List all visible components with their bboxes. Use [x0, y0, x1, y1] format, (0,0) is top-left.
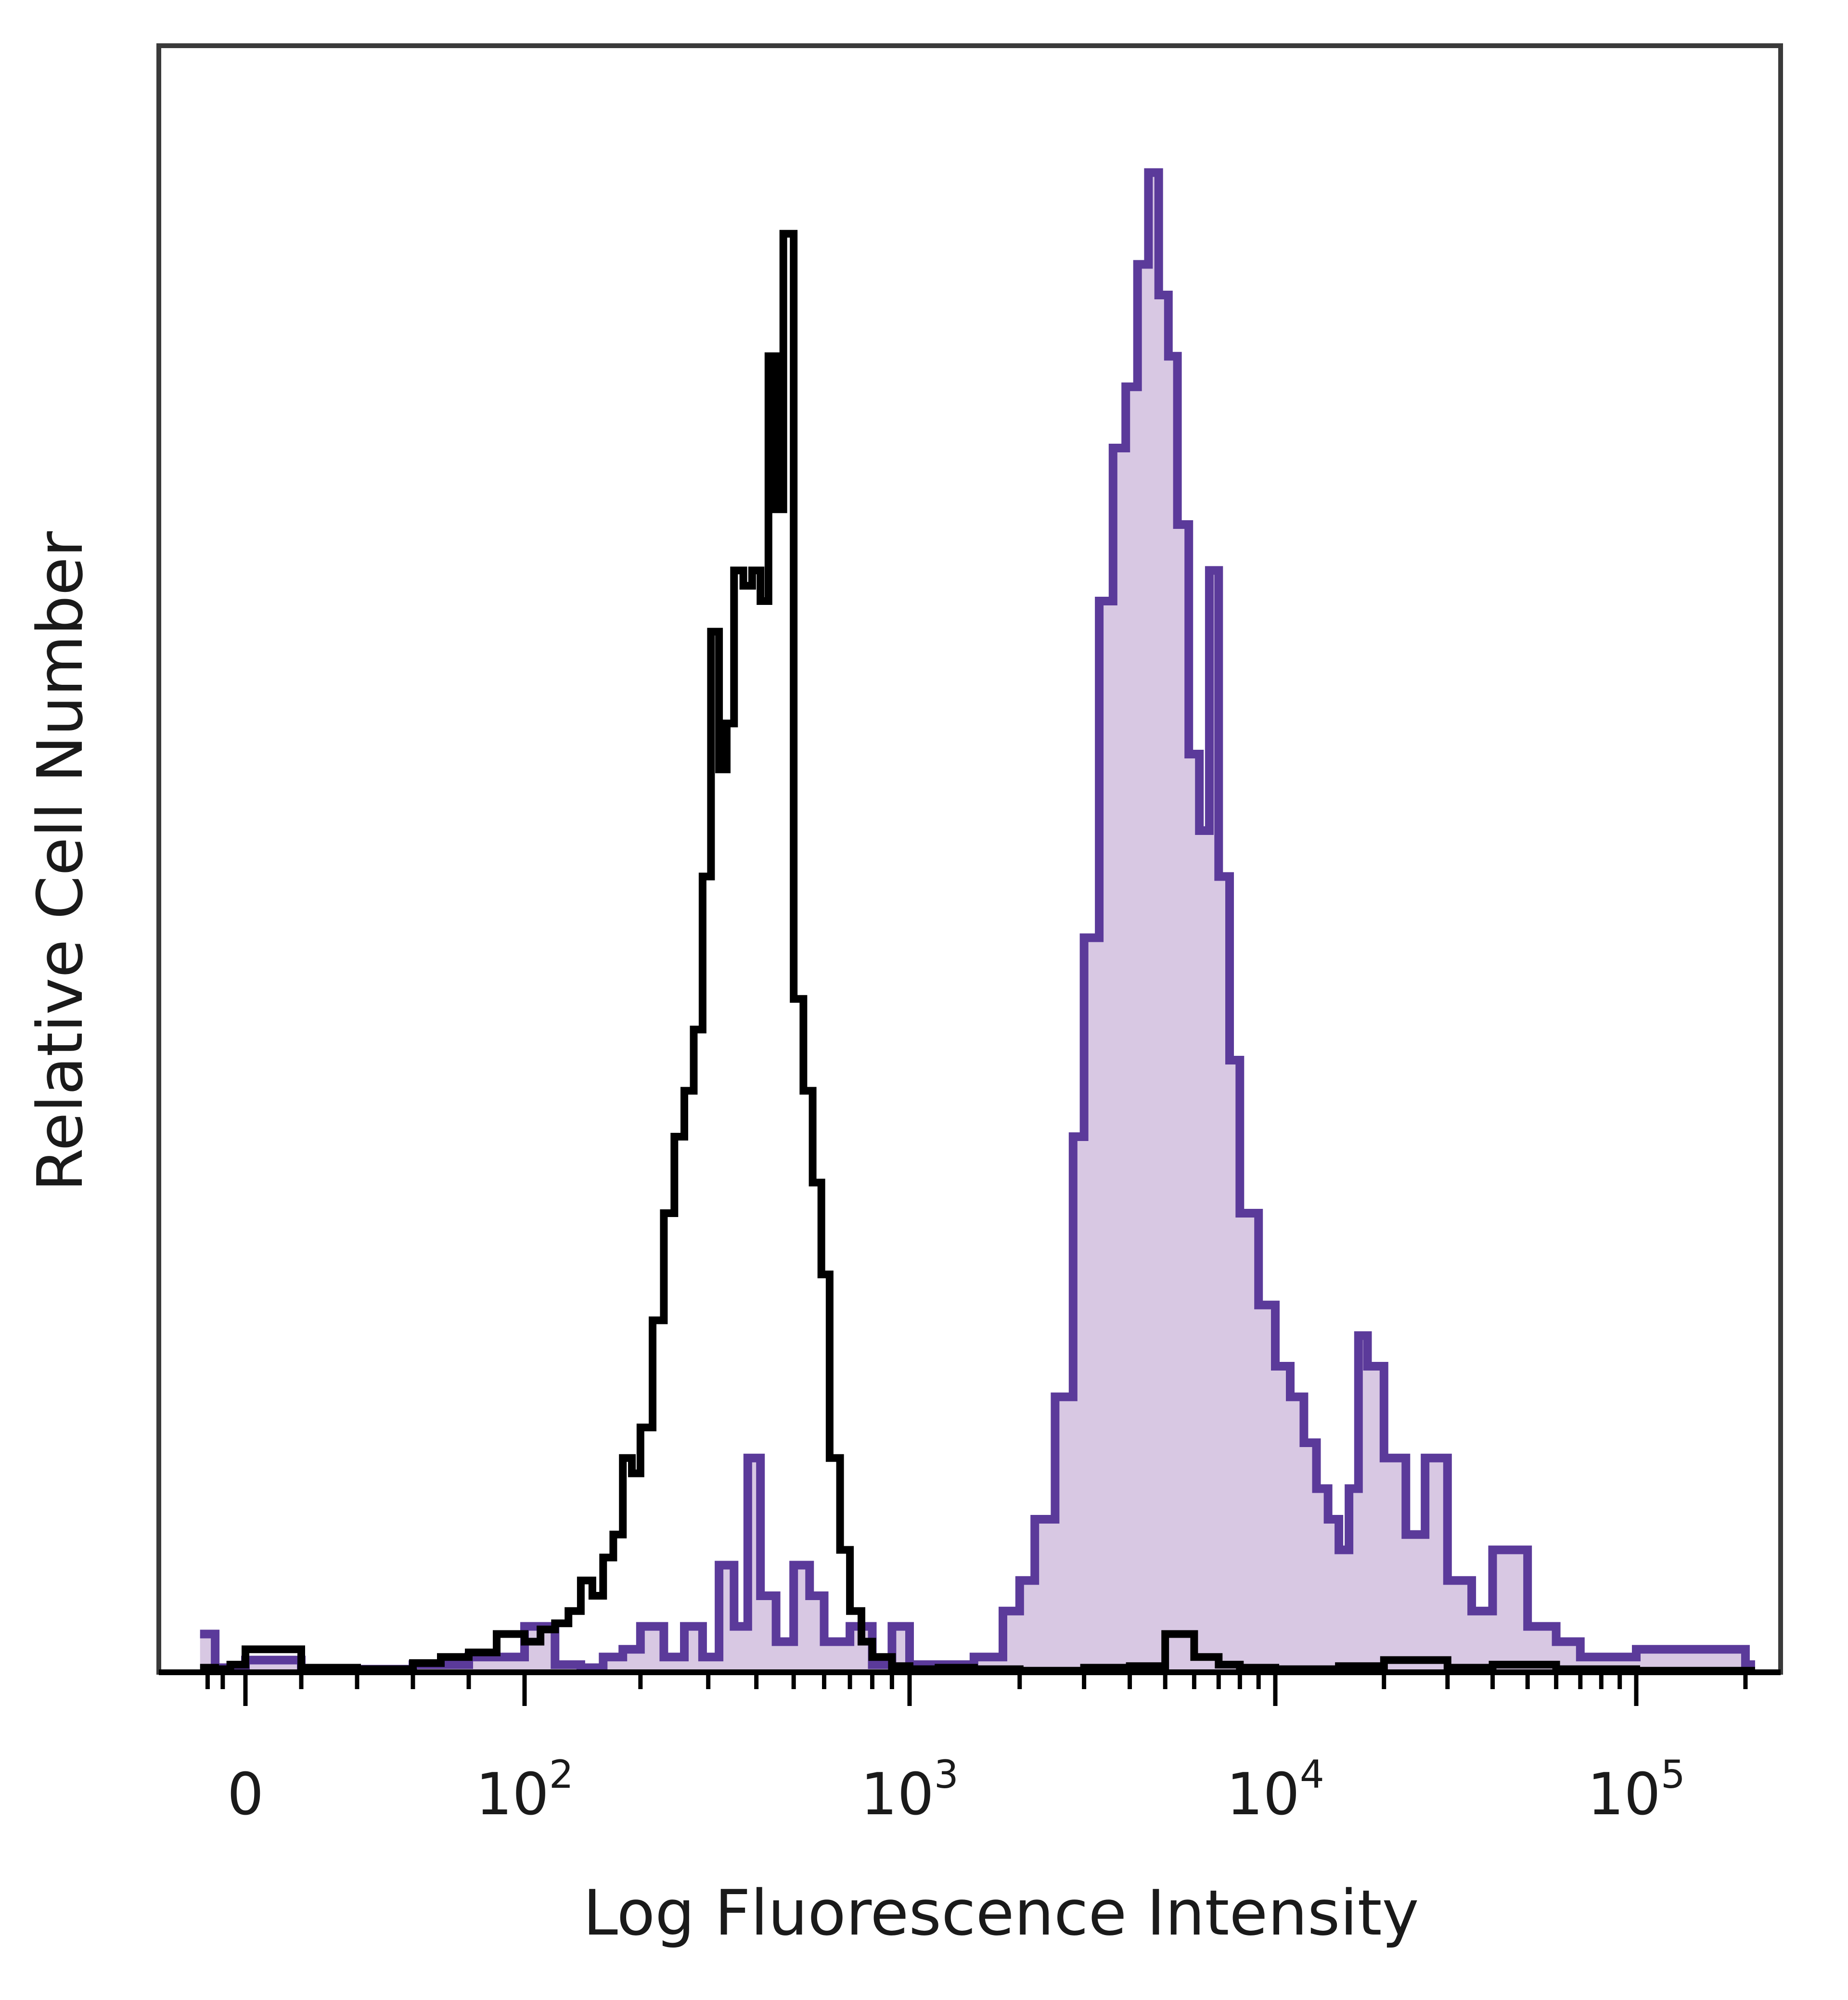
- x-axis-title: Log Fluorescence Intensity: [583, 1876, 1419, 1949]
- y-axis-title: Relative Cell Number: [24, 531, 97, 1192]
- x-tick-label: 104: [1226, 1752, 1324, 1828]
- x-axis-tick-labels: 0 102 103 104 105: [227, 1752, 1685, 1828]
- series-1-line: [200, 168, 1755, 1674]
- series-layer: [200, 168, 1755, 1675]
- x-axis-ticks: [205, 1672, 1748, 1706]
- plot-frame: [156, 43, 1783, 1675]
- x-tick-label: 105: [1587, 1752, 1685, 1828]
- series-1-fill: [200, 172, 1755, 1672]
- x-tick-label: 103: [860, 1752, 959, 1828]
- series-0-line: [200, 230, 1755, 1675]
- x-tick-label: 0: [227, 1761, 264, 1828]
- x-tick-label: 102: [475, 1752, 574, 1828]
